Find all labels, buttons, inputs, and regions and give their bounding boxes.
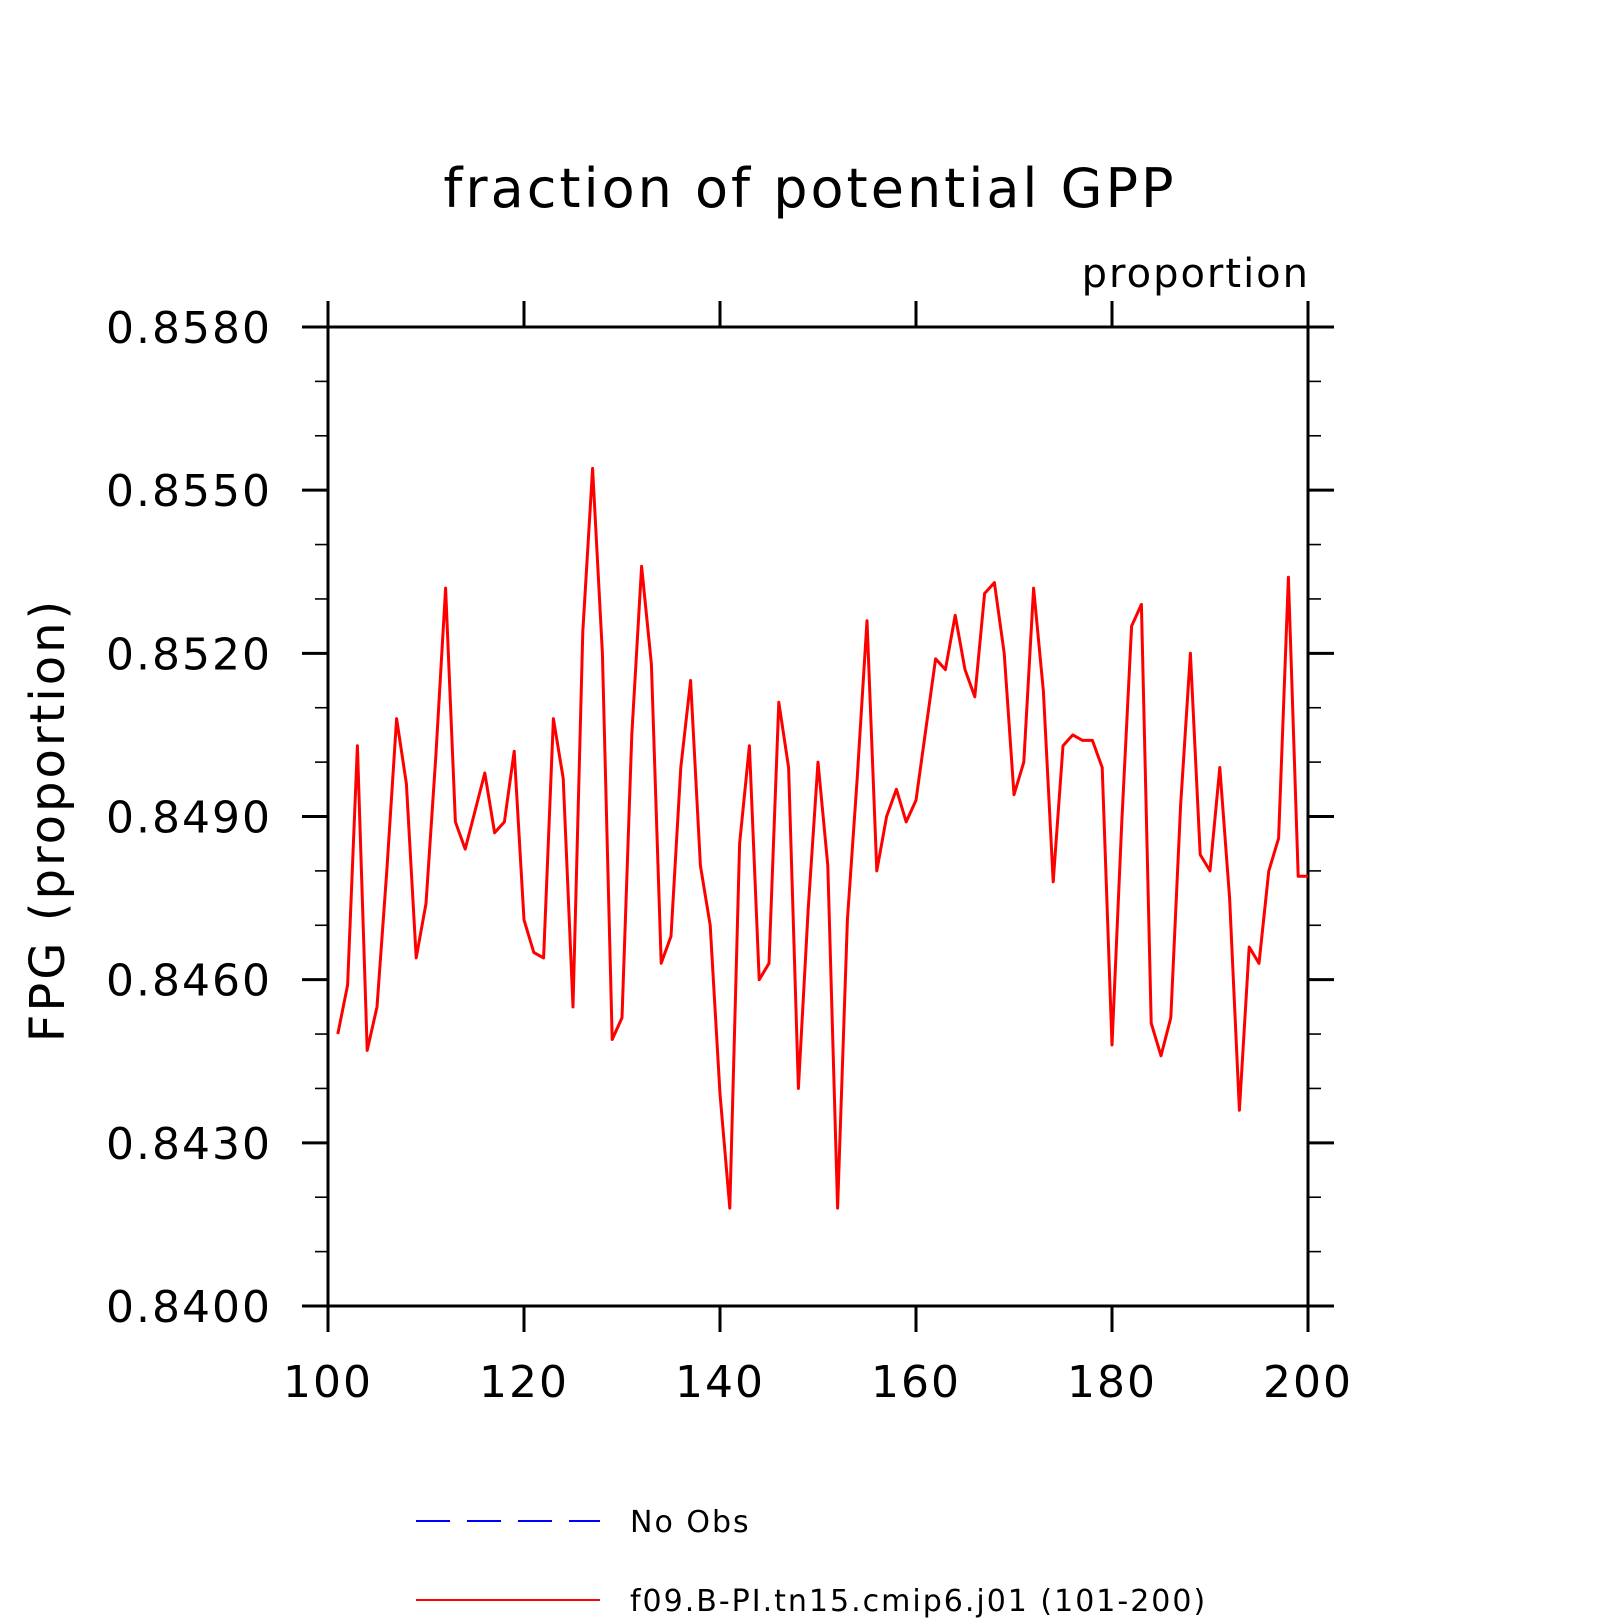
chart-title: fraction of potential GPP: [443, 157, 1176, 220]
x-tick-label: 180: [1067, 1357, 1157, 1408]
y-tick-label: 0.8400: [106, 1282, 272, 1333]
x-tick-label: 100: [283, 1357, 373, 1408]
y-axis-label: FPG (proportion): [20, 598, 76, 1043]
y-tick-label: 0.8520: [106, 629, 272, 680]
series-line-model: [336, 466, 1308, 1210]
y-axis-ticks: 0.8400 0.8430 0.8460 0.8490 0.8520 0.8550 0.85…: [106, 303, 1334, 1333]
y-tick-label: 0.8550: [106, 466, 272, 517]
x-tick-label: 160: [871, 1357, 961, 1408]
y-tick-label: 0.8460: [106, 956, 272, 1007]
legend: No Obs f09.B-PI.tn15.cmip6.j01 (101-200): [416, 1505, 1207, 1619]
x-tick-label: 120: [479, 1357, 569, 1408]
y-tick-label: 0.8430: [106, 1119, 272, 1170]
x-axis-ticks: 100 120 140 160 180 200: [283, 301, 1353, 1408]
x-tick-label: 200: [1263, 1357, 1353, 1408]
y-tick-label: 0.8490: [106, 793, 272, 844]
y-tick-label: 0.8580: [106, 303, 272, 354]
series-layer: [336, 466, 1308, 1210]
legend-label-no-obs: No Obs: [630, 1505, 751, 1540]
legend-label-model: f09.B-PI.tn15.cmip6.j01 (101-200): [630, 1584, 1207, 1619]
units-label: proportion: [1082, 251, 1310, 297]
x-tick-label: 140: [675, 1357, 765, 1408]
